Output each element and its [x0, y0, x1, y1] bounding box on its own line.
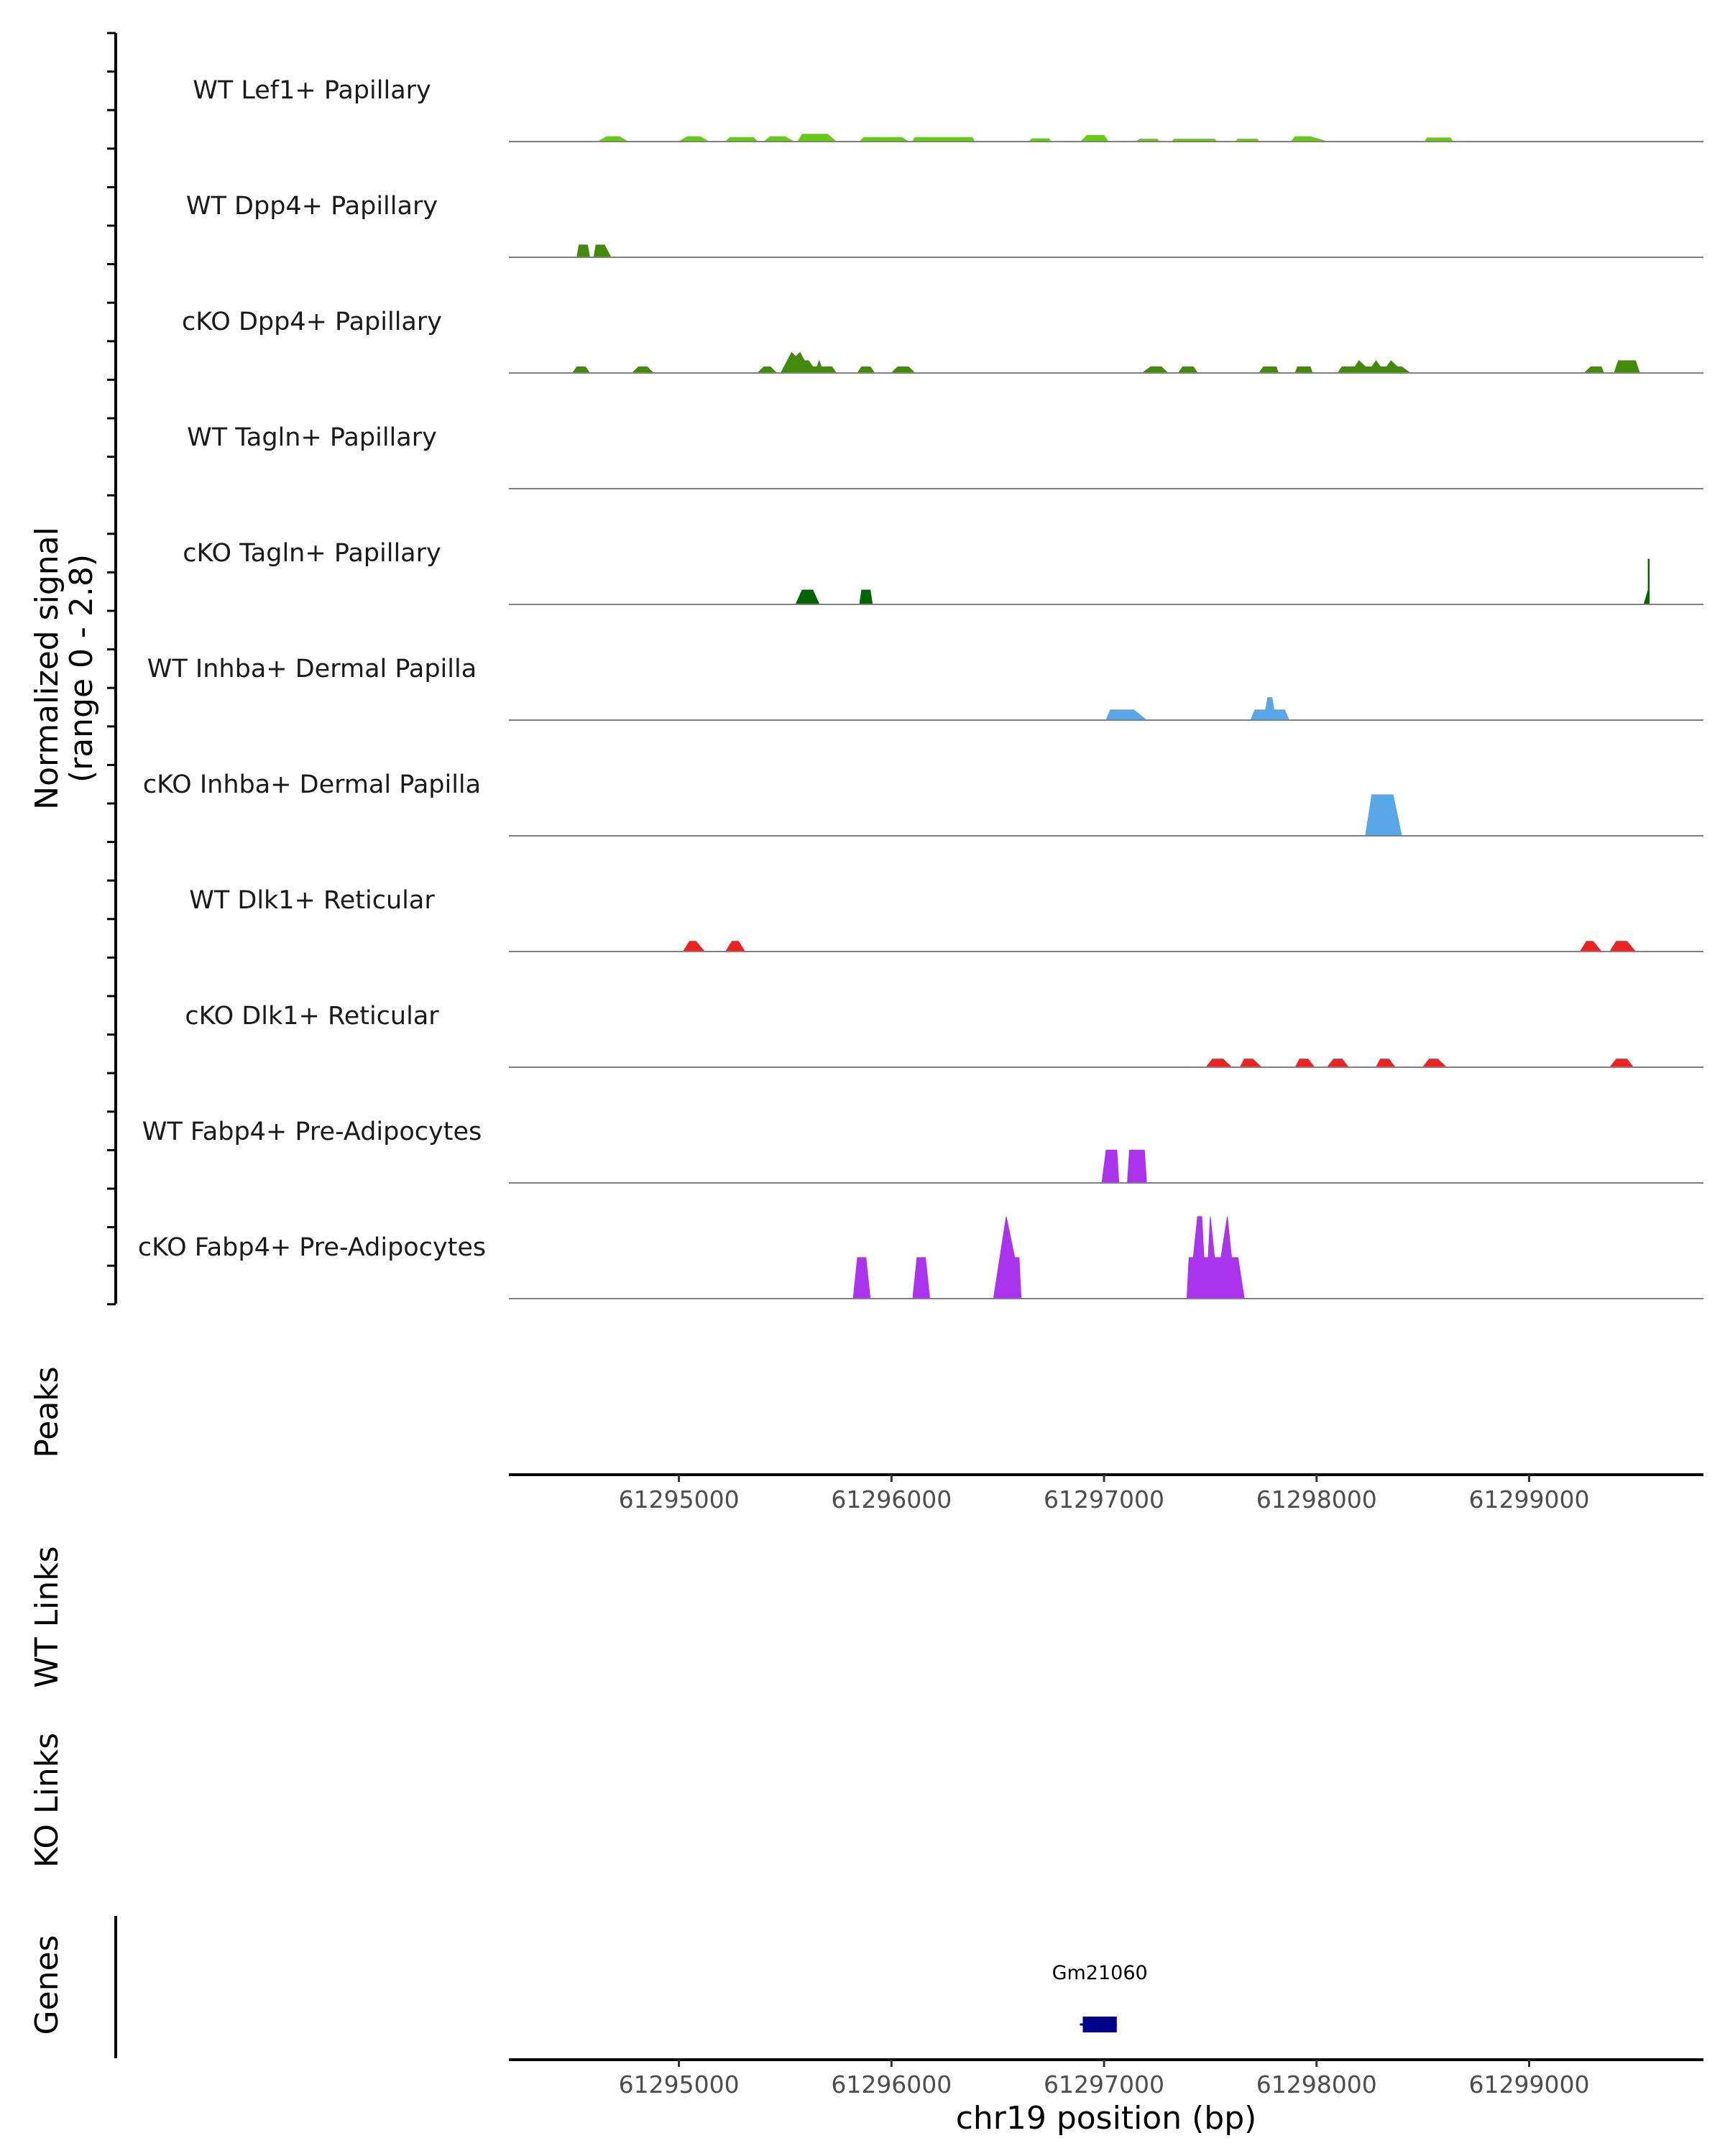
track-wt-tagln-papillary: WT Tagln+ Papillary: [187, 423, 1703, 489]
track-label: cKO Fabp4+ Pre-Adipocytes: [138, 1233, 486, 1262]
genes-x-axis: 61295000 61296000 61297000 61298000 61299000: [619, 2060, 1590, 2099]
gene-label: Gm21060: [1052, 1962, 1148, 1984]
track-cko-dpp4-papillary: cKO Dpp4+ Papillary: [182, 308, 1703, 374]
x-tick-label: 61297000: [1044, 2070, 1164, 2099]
track-label: cKO Tagln+ Papillary: [183, 539, 441, 568]
x-tick-label: 61295000: [619, 1485, 740, 1514]
track-cko-fabp4-pre-adipocytes: cKO Fabp4+ Pre-Adipocytes: [138, 1216, 1703, 1299]
gene-annotations: Gm21060: [1052, 1962, 1148, 2032]
gene-gm21060: Gm21060: [1052, 1962, 1148, 2032]
track-wt-dpp4-papillary: WT Dpp4+ Papillary: [186, 192, 1703, 258]
signal-axis: [107, 32, 117, 1306]
coverage-area: [1105, 697, 1290, 721]
coverage-area: [682, 941, 1637, 952]
peaks-x-axis: 61295000 61296000 61297000 61298000 61299000: [619, 1475, 1590, 1514]
y-axis-subtitle: (range 0 - 2.8): [63, 554, 100, 783]
gene-exon: [1082, 2017, 1117, 2032]
x-tick-label: 61295000: [619, 2070, 740, 2099]
x-tick-label: 61296000: [831, 1485, 952, 1514]
x-tick-label: 61297000: [1044, 1485, 1164, 1514]
wt-links-panel-label: WT Links: [29, 1546, 65, 1687]
coverage-area: [597, 134, 1453, 142]
track-label: WT Dlk1+ Reticular: [189, 886, 435, 915]
track-label: WT Fabp4+ Pre-Adipocytes: [142, 1118, 482, 1146]
track-wt-dlk1-reticular: WT Dlk1+ Reticular: [189, 886, 1703, 952]
track-label: WT Dpp4+ Papillary: [186, 192, 438, 221]
coverage-area: [576, 244, 612, 258]
track-label: WT Tagln+ Papillary: [187, 423, 437, 452]
track-wt-lef1-papillary: WT Lef1+ Papillary: [193, 76, 1703, 142]
track-wt-fabp4-pre-adipocytes: WT Fabp4+ Pre-Adipocytes: [142, 1118, 1703, 1184]
genes-panel-label: Genes: [29, 1935, 65, 2035]
track-label: cKO Inhba+ Dermal Papilla: [143, 770, 481, 799]
x-tick-label: 61299000: [1469, 2070, 1590, 2099]
x-tick-label: 61296000: [831, 2070, 952, 2099]
coverage-tracks: WT Lef1+ Papillary WT Dpp4+ Papillary cKO …: [138, 76, 1703, 1299]
ko-links-panel-label: KO Links: [29, 1733, 65, 1868]
x-axis-title: chr19 position (bp): [956, 2100, 1257, 2137]
x-tick-label: 61298000: [1256, 2070, 1377, 2099]
coverage-area: [852, 1216, 1245, 1299]
y-axis-title: Normalized signal: [29, 527, 65, 810]
track-label: WT Inhba+ Dermal Papilla: [147, 655, 477, 683]
coverage-area: [1205, 1059, 1634, 1068]
track-cko-inhba-dermal-papilla: cKO Inhba+ Dermal Papilla: [143, 770, 1703, 837]
track-label: cKO Dpp4+ Papillary: [182, 308, 442, 336]
coverage-area: [795, 558, 1650, 605]
track-wt-inhba-dermal-papilla: WT Inhba+ Dermal Papilla: [147, 655, 1703, 721]
x-tick-label: 61298000: [1256, 1485, 1377, 1514]
x-tick-label: 61299000: [1469, 1485, 1590, 1514]
track-cko-tagln-papillary: cKO Tagln+ Papillary: [183, 539, 1703, 605]
coverage-area: [1365, 794, 1402, 837]
coverage-area: [571, 351, 1641, 374]
peaks-panel-label: Peaks: [29, 1366, 65, 1457]
coverage-area: [1101, 1149, 1147, 1184]
track-cko-dlk1-reticular: cKO Dlk1+ Reticular: [185, 1002, 1703, 1068]
track-label: WT Lef1+ Papillary: [193, 76, 431, 105]
track-label: cKO Dlk1+ Reticular: [185, 1002, 439, 1031]
